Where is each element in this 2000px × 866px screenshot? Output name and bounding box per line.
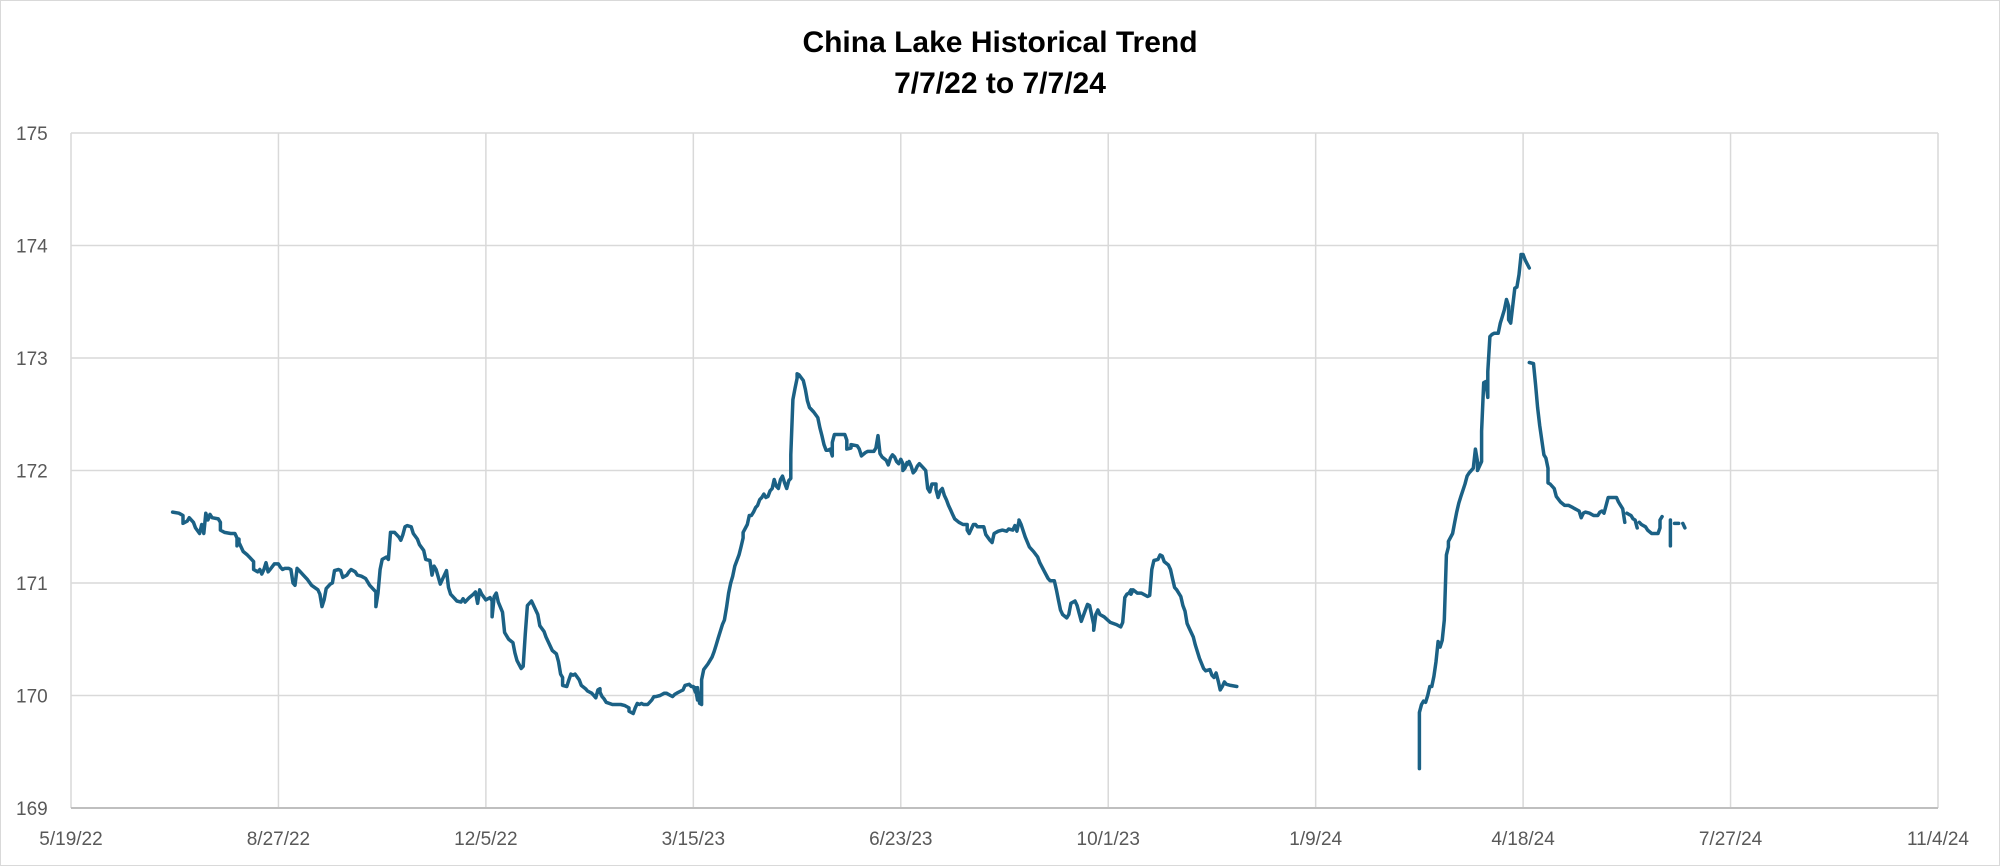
x-tick-label: 6/23/23 [869, 829, 932, 850]
x-tick-label: 5/19/22 [39, 829, 102, 850]
series-line-segment [1527, 360, 1627, 525]
x-tick-label: 11/4/24 [1907, 829, 1969, 850]
x-tick-label: 1/9/24 [1289, 829, 1342, 850]
y-tick-label: 175 [16, 124, 48, 145]
series-line-segment [170, 371, 1239, 716]
y-tick-label: 169 [16, 799, 48, 820]
chart-title-block: China Lake Historical Trend 7/7/22 to 7/… [0, 22, 2000, 104]
x-tick-label: 3/15/23 [662, 829, 725, 850]
data-line [170, 252, 1687, 771]
y-tick-label: 174 [16, 237, 48, 258]
chart-subtitle: 7/7/22 to 7/7/24 [894, 67, 1106, 100]
y-tick-label: 172 [16, 462, 48, 483]
series-line-segment [1625, 511, 1639, 530]
y-axis-labels: 169 170 171 172 173 174 175 [16, 124, 48, 820]
chart-title: China Lake Historical Trend [802, 26, 1198, 59]
y-tick-label: 170 [16, 687, 48, 708]
series-line-segment [1417, 252, 1532, 771]
y-tick-label: 173 [16, 349, 48, 370]
gridlines [70, 132, 1939, 809]
x-tick-label: 8/27/22 [247, 829, 310, 850]
x-tick-label: 12/5/22 [454, 829, 517, 850]
y-tick-label: 171 [16, 574, 48, 595]
x-tick-label: 10/1/23 [1077, 829, 1140, 850]
series-line-segment [1637, 514, 1664, 536]
x-tick-label: 7/27/24 [1699, 829, 1763, 850]
x-axis-labels: 5/19/22 8/27/22 12/5/22 3/15/23 6/23/23 10/1/… [39, 829, 1969, 850]
x-tick-label: 4/18/24 [1491, 829, 1555, 850]
series-line-segment [1681, 521, 1687, 530]
